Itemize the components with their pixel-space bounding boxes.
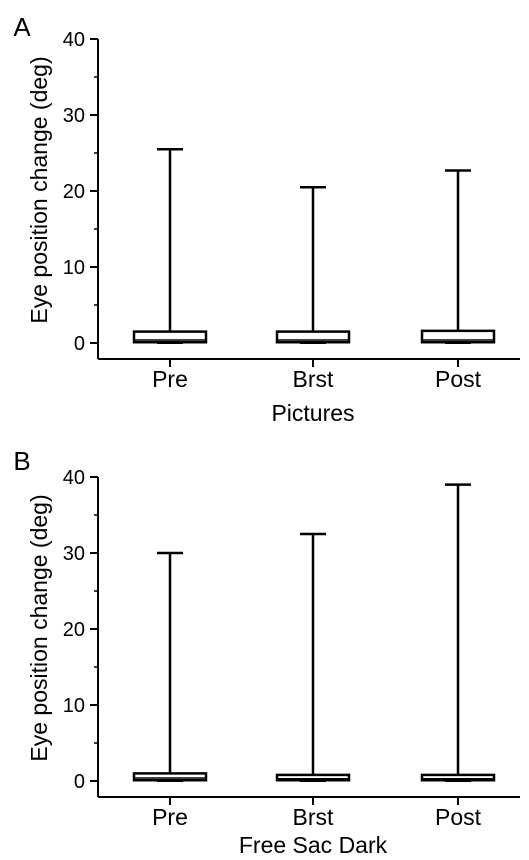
x-tick-label: Pre [152,366,188,392]
y-tick-label: 0 [74,771,85,793]
box [275,773,351,782]
y-axis-title: Eye position change (deg) [26,494,52,761]
box [420,329,496,344]
y-axis-title: Eye position change (deg) [26,56,52,323]
panel-label: A [13,12,31,42]
x-tick-label: Post [435,366,482,392]
y-tick-label: 30 [63,543,85,565]
y-tick-label: 20 [63,619,85,641]
x-axis-title: Free Sac Dark [239,832,388,858]
x-tick-label: Brst [293,804,335,830]
box [275,330,351,344]
panel-b: B Free Sac Dark Eye position change (deg… [13,446,520,858]
box [420,773,496,782]
x-tick-label: Post [435,804,482,830]
box [132,330,208,344]
x-axis-title: Pictures [271,400,354,426]
y-tick-label: 0 [74,333,85,355]
panel-a: A Pictures Eye position change (deg) 0 10… [13,12,520,426]
box [132,772,208,782]
x-tick-label: Pre [152,804,188,830]
y-tick-label: 10 [63,695,85,717]
x-tick-label: Brst [293,366,335,392]
panel-label: B [13,446,30,476]
y-tick-label: 10 [63,257,85,279]
y-tick-label: 40 [63,29,85,51]
y-tick-label: 30 [63,105,85,127]
y-tick-label: 20 [63,181,85,203]
y-tick-label: 40 [63,467,85,489]
